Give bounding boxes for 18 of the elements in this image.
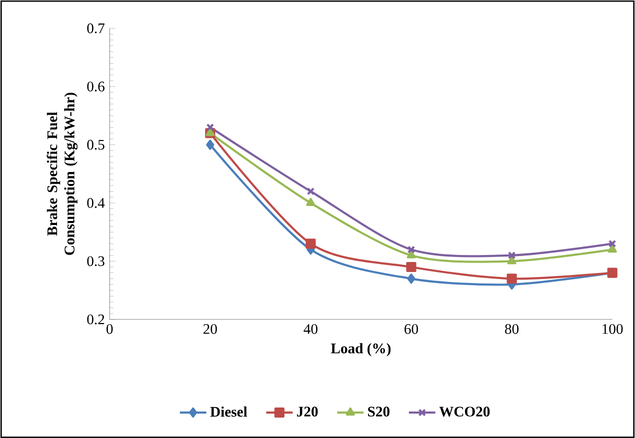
x-tick-label: 40 bbox=[304, 324, 318, 334]
x-tick-label: 20 bbox=[203, 324, 217, 334]
y-tick-label: 0.6 bbox=[87, 81, 104, 92]
y-tick-label: 0.3 bbox=[87, 256, 104, 266]
y-tick-label: 0.2 bbox=[87, 314, 104, 324]
x-tick-label: 0 bbox=[106, 324, 113, 334]
y-tick-label: 0.7 bbox=[87, 23, 104, 34]
x-tick-label: 60 bbox=[404, 324, 418, 334]
x-axis-title: Load (%) bbox=[330, 342, 391, 356]
y-tick-label: 0.4 bbox=[87, 198, 105, 208]
legend-label: Diesel bbox=[210, 406, 248, 417]
legend-label: J20 bbox=[297, 406, 318, 416]
legend-label: S20 bbox=[368, 406, 390, 416]
y-tick-label: 0.5 bbox=[87, 140, 104, 150]
y-axis-title: Brake Specific Fuel Consumption (Kg/kW-hr) bbox=[46, 92, 78, 255]
x-tick-label: 100 bbox=[602, 324, 623, 334]
x-tick-label: 80 bbox=[505, 324, 519, 334]
legend-label: WCO20 bbox=[439, 406, 490, 416]
